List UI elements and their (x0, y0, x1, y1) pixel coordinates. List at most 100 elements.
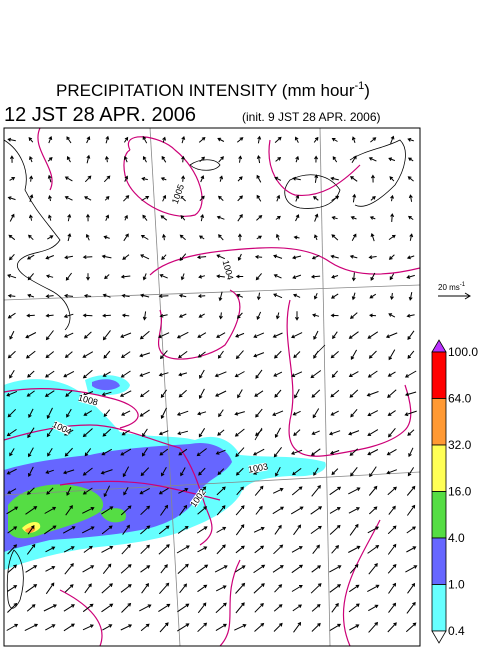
wind-arrow (9, 155, 14, 163)
wind-arrow (198, 388, 205, 399)
wind-arrow (160, 389, 168, 398)
wind-arrow (329, 486, 342, 496)
wind-arrow (141, 176, 148, 181)
wind-arrow (214, 565, 228, 573)
wind-arrow (387, 410, 396, 416)
wind-arrow (139, 409, 150, 417)
colorbar-over (431, 339, 447, 353)
wind-arrow (142, 155, 147, 163)
colorbar-label: 64.0 (448, 392, 472, 406)
wind-arrow (256, 174, 262, 183)
wind-arrow (47, 157, 53, 162)
wind-arrow (368, 350, 377, 359)
wind-arrow (272, 506, 285, 515)
wind-arrow (273, 254, 283, 259)
wind-arrow (312, 313, 320, 318)
wind-arrow (290, 449, 303, 455)
wind-arrow (105, 135, 110, 144)
wind-arrow (25, 584, 38, 593)
wind-arrow (350, 176, 358, 182)
wind-arrow (9, 448, 15, 457)
wind-arrow (216, 215, 225, 220)
wind-arrow (387, 486, 397, 496)
wind-arrow (101, 583, 113, 594)
wind-arrow (101, 448, 113, 456)
wind-arrow (408, 194, 413, 202)
wind-arrow (83, 545, 93, 553)
wind-arrow (7, 274, 17, 279)
wind-arrow (313, 467, 319, 476)
wind-arrow (8, 253, 15, 261)
wind-arrow (62, 526, 76, 534)
wind-arrow (180, 467, 186, 477)
wind-arrow (253, 352, 265, 358)
wind-arrow (140, 389, 150, 398)
wind-arrow (160, 564, 168, 574)
wind-arrow (350, 216, 357, 220)
wind-arrow (332, 331, 338, 340)
wind-arrow (25, 332, 37, 339)
wind-arrow (102, 428, 112, 437)
wind-arrow (218, 234, 224, 241)
wind-arrow (348, 371, 359, 377)
wind-arrow (330, 351, 339, 359)
contour-label-bg (248, 462, 268, 474)
wind-arrow (142, 311, 147, 321)
wind-arrow (82, 351, 94, 358)
wind-arrow (388, 234, 396, 241)
wind-arrow (7, 350, 16, 359)
wind-arrow (200, 175, 205, 183)
wind-arrow (29, 175, 34, 182)
wind-arrow (274, 350, 282, 359)
init-time: (init. 9 JST 28 APR. 2006) (242, 110, 381, 124)
wind-arrow (66, 156, 71, 163)
wind-arrow (236, 293, 244, 298)
wind-arrow (159, 448, 169, 456)
wind-arrow (234, 624, 247, 631)
wind-arrow (330, 410, 339, 416)
wind-arrow (235, 467, 244, 476)
wind-arrow (276, 194, 281, 202)
wind-arrow (387, 371, 396, 377)
wind-arrow (273, 371, 283, 377)
wind-arrow (46, 487, 54, 495)
wind-arrow (29, 194, 34, 203)
wind-arrow (349, 254, 358, 259)
wind-arrow (65, 272, 73, 281)
wind-arrow (178, 350, 188, 359)
wind-arrow (329, 524, 341, 535)
wind-arrow (292, 176, 301, 181)
vector-scale-text: 20 ms (438, 283, 460, 292)
wind-arrow (140, 565, 151, 573)
coast-jeju (189, 159, 221, 171)
wind-arrow (142, 273, 147, 281)
wind-arrow (28, 408, 34, 418)
wind-arrow (26, 254, 35, 260)
wind-arrow (367, 526, 380, 534)
wind-arrow (252, 448, 265, 456)
wind-arrow (215, 623, 227, 632)
wind-arrow (217, 195, 224, 201)
wind-arrow (120, 505, 132, 516)
wind-arrow (348, 331, 359, 339)
wind-arrow (28, 466, 34, 477)
wind-arrow (216, 526, 227, 533)
wind-arrow (197, 584, 208, 593)
wind-arrow (179, 504, 188, 516)
wind-arrow (162, 136, 166, 143)
wind-arrow (178, 389, 187, 398)
wind-arrow (48, 214, 52, 221)
wind-arrow (84, 448, 92, 457)
wind-arrow (158, 525, 170, 535)
wind-arrow (7, 488, 17, 494)
coast-shikoku (349, 139, 406, 207)
wind-arrow (275, 156, 282, 162)
wind-arrow (216, 274, 225, 279)
isobar (286, 299, 412, 457)
wind-arrow (142, 135, 148, 144)
wind-arrow (293, 429, 301, 437)
wind-arrow (82, 313, 93, 318)
wind-arrow (311, 565, 322, 573)
contour-label-bg (52, 420, 72, 436)
